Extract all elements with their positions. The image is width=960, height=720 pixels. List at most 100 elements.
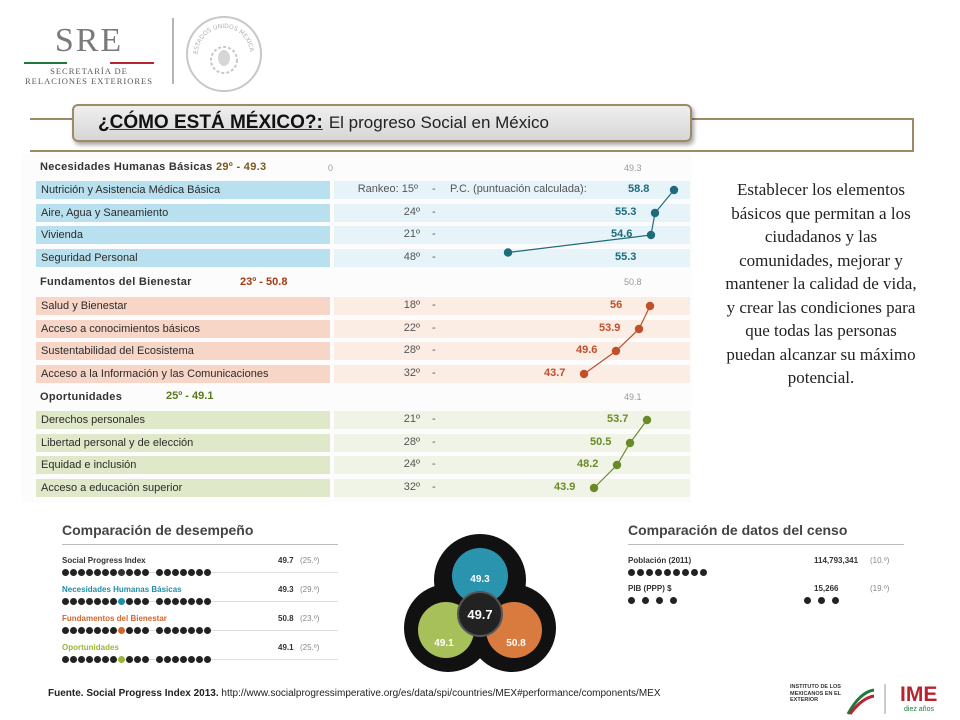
country-dot — [204, 627, 211, 634]
section-name: Fundamentos del Bienestar — [40, 276, 192, 288]
sre-subtitle-line1: SECRETARÍA DE — [50, 66, 128, 76]
score-point — [650, 208, 660, 218]
component-dash: - — [432, 458, 436, 470]
performance-row-rank: (29.º) — [300, 585, 320, 594]
component-rank: 21º — [403, 228, 420, 240]
section-header-nhb: Necesidades Humanas Básicas 29º - 49.3 — [40, 161, 266, 173]
country-dot — [832, 597, 839, 604]
ime-swoosh-icon — [846, 688, 875, 715]
component-value: 48.2 — [577, 458, 599, 470]
country-dot — [134, 627, 141, 634]
component-bar-bg — [334, 226, 690, 244]
component-value: 55.3 — [615, 206, 637, 218]
country-dot — [164, 598, 171, 605]
circle-basic-needs — [452, 548, 508, 604]
component-rank: 22º — [403, 322, 420, 334]
country-dot — [180, 656, 187, 663]
score-line — [593, 419, 648, 489]
country-dot — [110, 656, 117, 663]
country-dot — [126, 569, 133, 576]
footer-divider — [884, 684, 886, 714]
country-dot — [188, 569, 195, 576]
country-dot — [78, 627, 85, 634]
component-label: Salud y Bienestar — [36, 297, 330, 315]
divider — [628, 544, 904, 545]
component-value: 54.6 — [611, 228, 633, 240]
country-dot — [164, 627, 171, 634]
section-name: Oportunidades — [40, 391, 123, 403]
source-label: Fuente. Social Progress Index 2013. — [48, 688, 219, 699]
census-title: Comparación de datos del censo — [628, 522, 848, 538]
country-dot — [110, 598, 117, 605]
score-point — [642, 415, 652, 425]
component-rank: 32º — [403, 367, 420, 379]
component-value: 43.7 — [544, 367, 566, 379]
country-dot — [86, 627, 93, 634]
country-dot — [180, 627, 187, 634]
country-dot — [180, 598, 187, 605]
performance-row-value: 50.8 — [278, 614, 294, 623]
component-label: Equidad e inclusión — [36, 456, 330, 474]
performance-row-value: 49.3 — [278, 585, 294, 594]
country-dot — [110, 627, 117, 634]
component-label: Derechos personales — [36, 411, 330, 429]
census-comparison: Comparación de datos del censo Población… — [618, 516, 914, 626]
component-bar-bg — [334, 297, 690, 315]
component-dash: - — [432, 436, 436, 448]
country-dot — [682, 569, 689, 576]
performance-row-label: Social Progress Index — [62, 556, 146, 565]
country-dot — [204, 656, 211, 663]
component-bar-bg — [334, 320, 690, 338]
section-header-fb: Fundamentos del Bienestar — [40, 276, 192, 288]
country-dot — [655, 569, 662, 576]
axis-zero-label: 0 — [328, 163, 334, 173]
sre-logo-text: SRE — [54, 22, 124, 59]
country-dot — [134, 598, 141, 605]
title-box: ¿CÓMO ESTÁ MÉXICO?: El progreso Social e… — [72, 104, 692, 142]
score-point — [612, 460, 622, 470]
score-point — [589, 483, 599, 493]
component-bar-bg — [334, 479, 690, 497]
census-row-value: 114,793,341 — [814, 556, 859, 565]
component-rank: 32º — [403, 481, 420, 493]
component-bar-bg — [334, 181, 690, 199]
divider — [62, 544, 338, 545]
component-rank: 24º — [403, 206, 420, 218]
country-dot — [78, 598, 85, 605]
country-dot — [164, 656, 171, 663]
country-dot — [102, 598, 109, 605]
component-label: Acceso a la Información y las Comunicaci… — [36, 365, 330, 383]
score-point — [579, 369, 589, 379]
country-dot — [102, 627, 109, 634]
country-dot — [188, 627, 195, 634]
component-rank: 28º — [403, 436, 420, 448]
sre-logo: SRE SECRETARÍA DE RELACIONES EXTERIORES — [14, 22, 164, 92]
performance-row-rank: (25.º) — [300, 556, 320, 565]
country-dot — [86, 656, 93, 663]
component-bar-bg — [334, 365, 690, 383]
header-divider — [172, 18, 174, 84]
source-footer: Fuente. Social Progress Index 2013. http… — [48, 688, 661, 699]
component-value: 55.3 — [615, 251, 637, 263]
country-dot — [142, 598, 149, 605]
score-point — [646, 230, 656, 240]
country-dot — [628, 569, 635, 576]
country-dot — [78, 569, 85, 576]
country-dot — [110, 569, 117, 576]
country-dot — [126, 627, 133, 634]
country-dot — [156, 598, 163, 605]
census-row-rank: (10.º) — [870, 556, 890, 565]
component-value: 50.5 — [590, 436, 612, 448]
component-dash: - — [432, 322, 436, 334]
component-label: Nutrición y Asistencia Médica Básica — [36, 181, 330, 199]
component-value: 49.6 — [576, 344, 598, 356]
source-url[interactable]: http://www.socialprogressimperative.org/… — [221, 688, 661, 699]
country-dot — [118, 598, 125, 605]
circle-top-value: 49.3 — [470, 574, 490, 585]
section-score: 23º - 50.8 — [240, 276, 288, 288]
country-dot — [126, 598, 133, 605]
component-value: 53.9 — [599, 322, 621, 334]
country-dot — [156, 569, 163, 576]
country-dot — [62, 656, 69, 663]
component-dash: - — [432, 344, 436, 356]
